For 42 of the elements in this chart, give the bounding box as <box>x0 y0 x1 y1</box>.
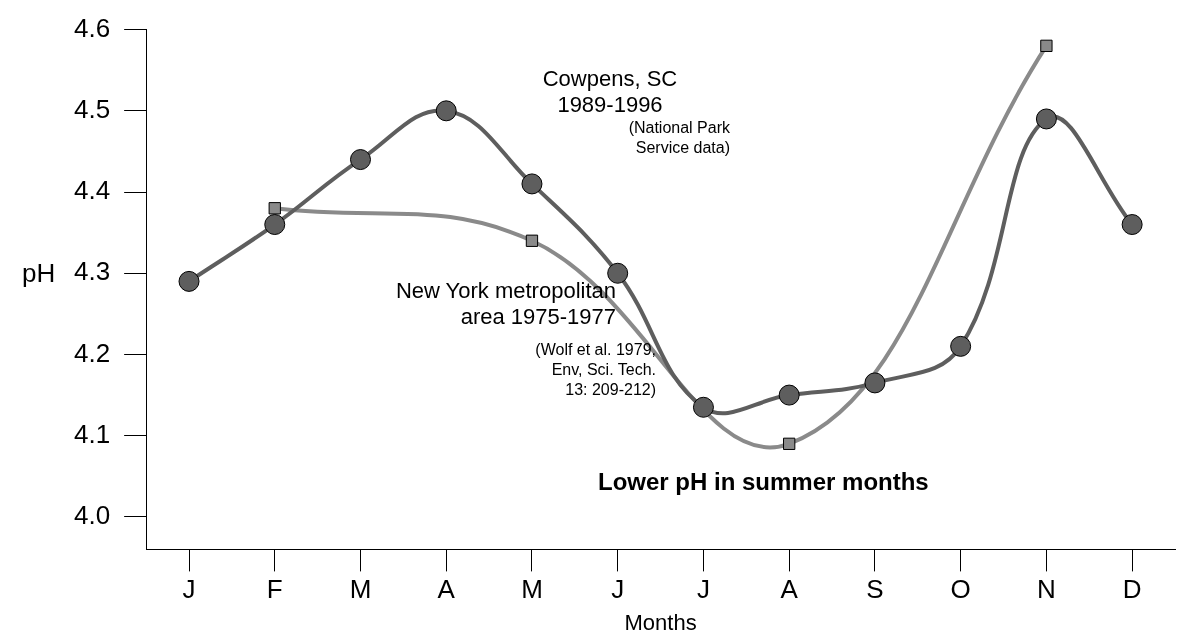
x-tick-label: O <box>950 574 971 605</box>
point <box>950 335 972 357</box>
point <box>607 262 629 284</box>
x-tick-label: D <box>1122 574 1142 605</box>
x-tick-label: J <box>611 574 625 605</box>
point <box>525 234 539 247</box>
point <box>1121 214 1143 236</box>
x-tick-label: J <box>182 574 196 605</box>
x-tick-label: A <box>437 574 456 605</box>
point <box>264 214 286 236</box>
point <box>783 437 796 450</box>
x-axis-title: Months <box>624 609 697 635</box>
y-tick-label: 4.0 <box>73 500 111 531</box>
x-tick-label: N <box>1037 574 1056 605</box>
series-label: New York metropolitan area 1975-1977 <box>394 278 616 330</box>
point <box>178 270 200 292</box>
point <box>778 384 800 406</box>
point <box>268 202 281 215</box>
point <box>521 173 543 195</box>
annotation: (National Park Service data) <box>627 118 730 158</box>
x-tick-label: M <box>349 574 372 605</box>
point <box>1035 108 1057 130</box>
point <box>1040 39 1053 52</box>
text: Cowpens, SC 1989-1996 <box>541 66 679 118</box>
y-tick-label: 4.6 <box>73 12 111 43</box>
y-tick-label: 4.1 <box>73 418 111 449</box>
x-tick-label: J <box>696 574 710 605</box>
x-tick-label: M <box>521 574 543 605</box>
point <box>435 100 457 122</box>
y-axis-title: pH <box>22 258 56 289</box>
point <box>692 396 714 418</box>
point <box>864 372 886 394</box>
y-tick-label: 4.2 <box>73 337 111 368</box>
x-tick-label: F <box>266 574 283 605</box>
x-tick-label: A <box>780 574 799 605</box>
point <box>349 149 371 171</box>
x-tick-label: S <box>866 574 884 605</box>
y-tick-label: 4.5 <box>73 93 111 124</box>
annotation: Lower pH in summer months <box>598 468 929 496</box>
y-tick-label: 4.4 <box>73 175 111 206</box>
annotation: (Wolf et al. 1979, Env, Sci. Tech. 13: 209-212) <box>534 340 656 400</box>
y-tick-label: 4.3 <box>73 256 111 287</box>
